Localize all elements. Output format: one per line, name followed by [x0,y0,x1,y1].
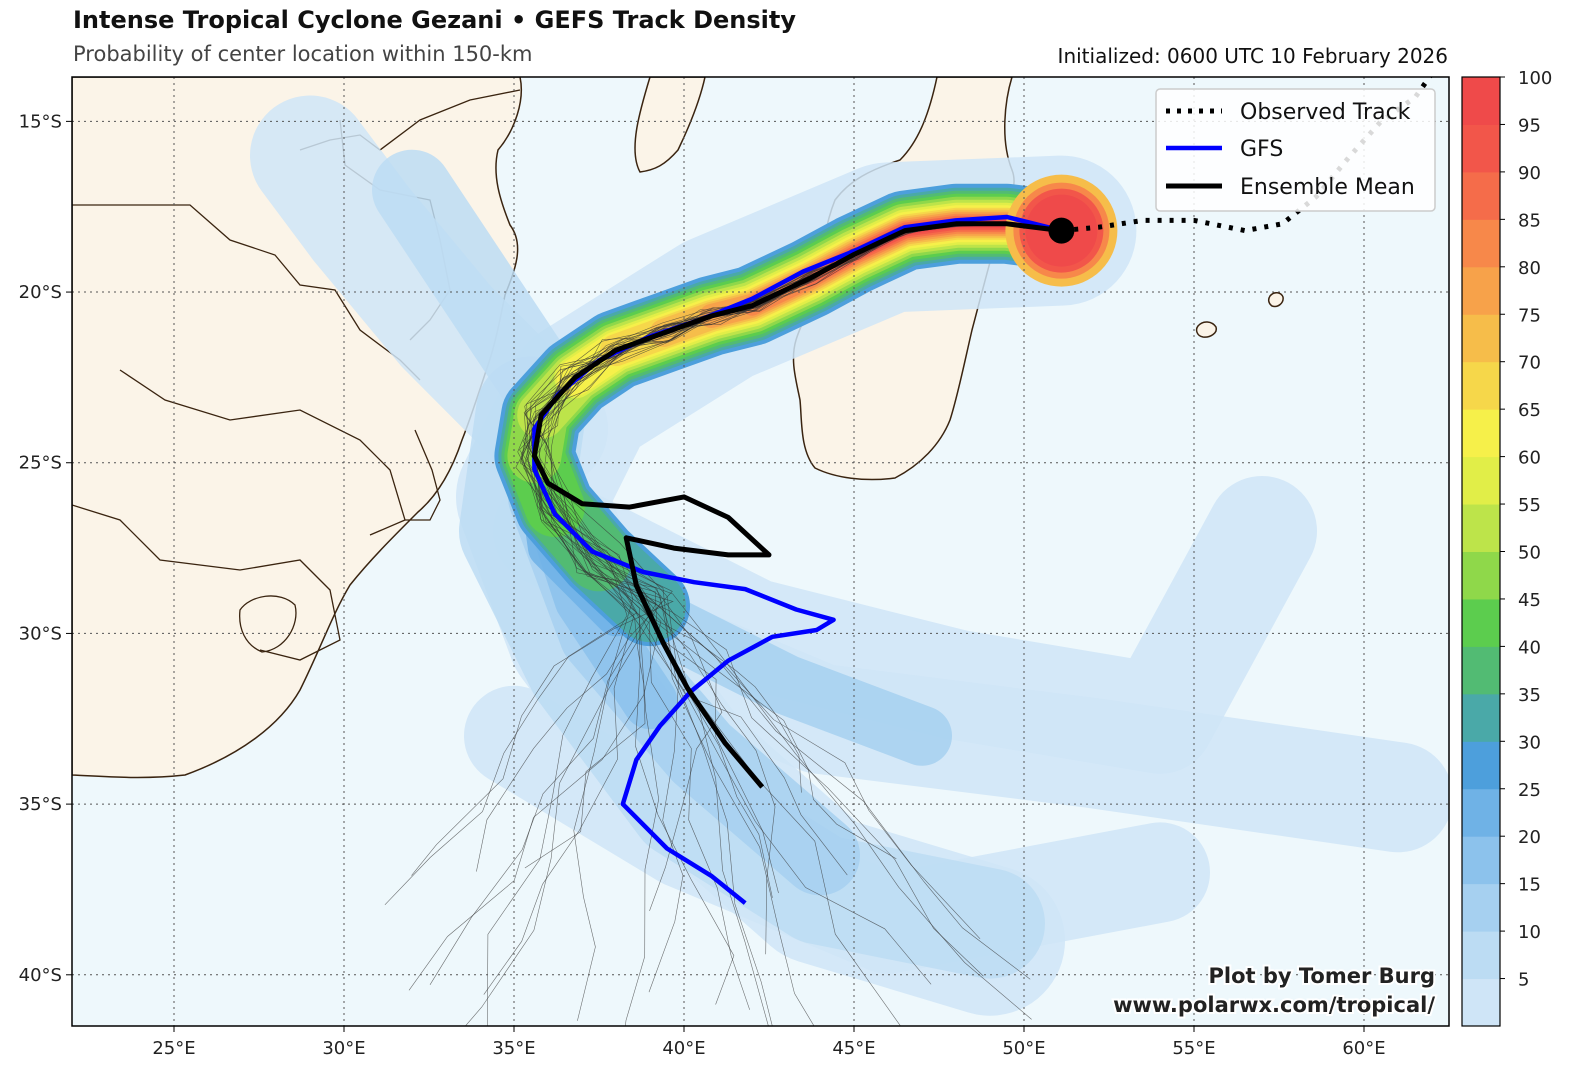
colorbar-label: 45 [1518,590,1541,611]
colorbar-label: 70 [1518,353,1541,374]
colorbar-bin [1462,598,1500,647]
legend-mean-label: Ensemble Mean [1240,175,1415,200]
mauritius-island [1267,292,1284,308]
colorbar-label: 90 [1518,163,1541,184]
colorbar-bin [1462,551,1500,600]
ensemble-member-track [522,223,1062,985]
africa-north-land [634,77,706,173]
lon-tick-label: 25°E [152,1038,195,1059]
lon-tick-label: 60°E [1342,1038,1385,1059]
colorbar-bin [1462,504,1500,552]
legend-box [1155,88,1436,212]
colorbar-bin [1462,219,1500,268]
longitude-ticks: 25°E 30°E 35°E 40°E 45°E 50°E 55°E 60°E [152,1026,1386,1059]
reunion-island [1195,321,1218,338]
country-border [72,504,341,661]
colorbar-bin [1462,171,1500,220]
colorbar-label: 80 [1518,258,1541,279]
colorbar-label: 60 [1518,448,1541,469]
gfs-track-line [532,214,1062,905]
colorbar-bin [1462,788,1500,837]
probability-colorbar: 5 10 15 20 25 30 35 40 45 50 55 60 65 70 75 80 85 90 95 100 [1461,68,1552,1027]
map-frame [71,76,1450,1027]
colorbar-label: 75 [1518,305,1541,326]
chart-subtitle: Probability of center location within 15… [73,42,533,66]
colorbar-bin [1462,361,1500,410]
current-storm-position-marker [1048,217,1075,244]
colorbar-label: 20 [1518,827,1541,848]
colorbar-bin [1462,409,1500,458]
chart-title: Intense Tropical Cyclone Gezani • GEFS T… [73,6,797,34]
lon-tick-label: 30°E [322,1038,365,1059]
colorbar-bin [1462,693,1500,742]
lon-tick-label: 55°E [1172,1038,1215,1059]
colorbar-bin [1462,124,1500,173]
lon-tick-label: 35°E [492,1038,535,1059]
credit-author: Plot by Tomer Burg [1209,964,1436,988]
lat-tick-label: 20°S [19,282,62,303]
colorbar-label: 100 [1518,68,1552,89]
colorbar-bin [1462,456,1500,505]
lat-tick-label: 40°S [19,965,62,986]
latitude-ticks: 15°S 20°S 25°S 30°S 35°S 40°S [19,111,72,986]
colorbar-bin [1462,836,1500,885]
colorbar-bin [1462,978,1500,1027]
country-border [239,595,297,653]
colorbar-label: 30 [1518,732,1541,753]
colorbar-label: 15 [1518,875,1541,896]
lon-tick-label: 45°E [832,1038,875,1059]
colorbar-label: 10 [1518,922,1541,943]
colorbar-label: 5 [1518,970,1529,991]
ensemble-mean-track-line [531,221,1062,789]
colorbar-label: 25 [1518,780,1541,801]
colorbar-bin [1462,931,1500,980]
colorbar-label: 55 [1518,495,1541,516]
colorbar-bin [1462,646,1500,695]
credit-url: www.polarwx.com/tropical/ [1113,993,1435,1017]
colorbar-bin [1462,266,1500,315]
lon-tick-label: 40°E [662,1038,705,1059]
colorbar-bin [1462,77,1500,125]
colorbar-bin [1462,741,1500,790]
lon-tick-label: 50°E [1002,1038,1045,1059]
colorbar-bin [1462,883,1500,932]
init-time: Initialized: 0600 UTC 10 February 2026 [1057,44,1448,68]
colorbar-label: 85 [1518,210,1541,231]
colorbar-label: 50 [1518,543,1541,564]
legend-gfs-label: GFS [1240,137,1283,162]
lat-tick-label: 15°S [19,111,62,132]
graticule [72,77,1449,1026]
legend-observed-label: Observed Track [1240,100,1411,125]
country-border [119,369,406,536]
lat-tick-label: 35°S [19,794,62,815]
colorbar-bin [1462,314,1500,363]
lat-tick-label: 25°S [19,453,62,474]
country-border [72,204,421,381]
colorbar-label: 95 [1518,115,1541,136]
colorbar-label: 40 [1518,637,1541,658]
lat-tick-label: 30°S [19,623,62,644]
country-border [405,429,441,521]
colorbar-label: 65 [1518,400,1541,421]
ensemble-member-track [528,222,1062,912]
legend: Observed Track GFS Ensemble Mean [1155,88,1436,212]
colorbar-label: 35 [1518,685,1541,706]
